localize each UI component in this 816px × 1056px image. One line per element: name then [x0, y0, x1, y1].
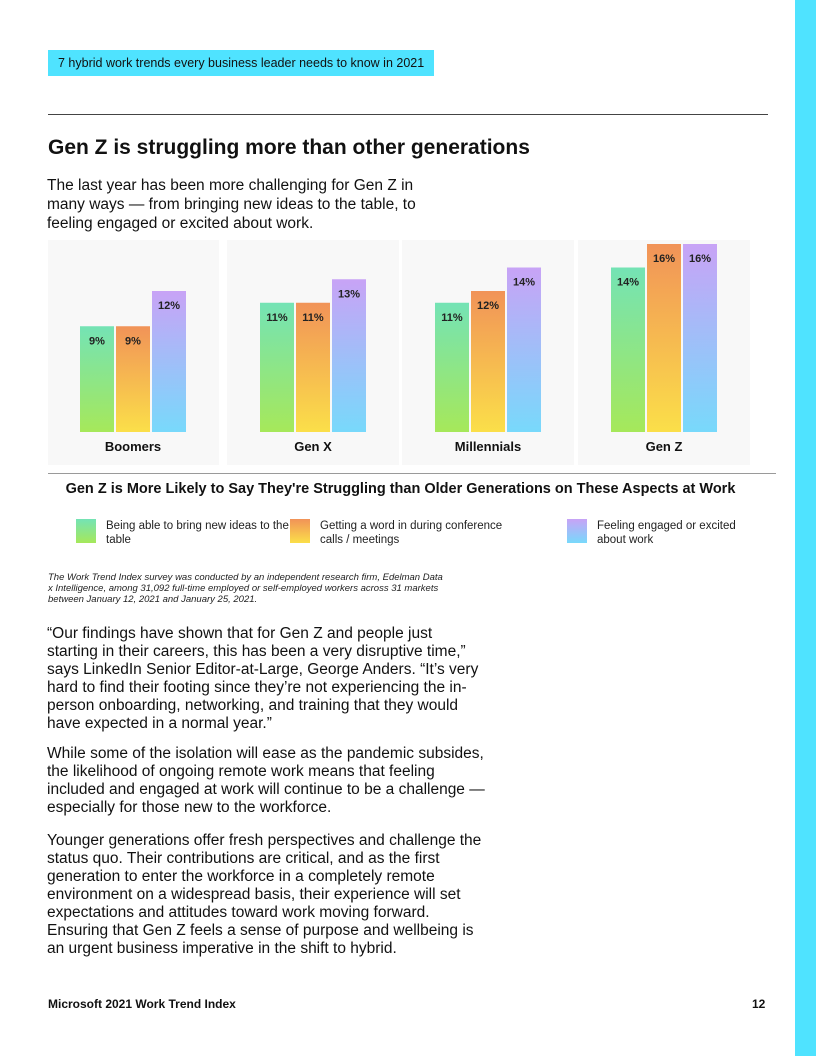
body-paragraph-isolation: While some of the isolation will ease as…	[47, 745, 485, 816]
bar-gen-x-series-3	[332, 279, 366, 432]
bar-boomers-series-1	[80, 326, 114, 432]
bar-millennials-series-1	[435, 302, 469, 432]
bar-data-label: 14%	[513, 277, 535, 289]
page-number: 12	[752, 997, 766, 1011]
category-label: Gen Z	[646, 439, 683, 454]
bar-gen-z-series-2	[647, 244, 681, 432]
generation-struggle-bar-chart: 9% 9% 12% Boomers 11% 11% 13% Gen X 11% 12% 14% Mil…	[48, 240, 750, 465]
section-intro: The last year has been more challenging …	[47, 177, 416, 232]
bar-data-label: 9%	[125, 335, 141, 347]
legend-swatch-orange	[290, 519, 310, 543]
bar-data-label: 11%	[441, 312, 463, 324]
legend-item-engaged: Feeling engaged or excited about work	[567, 519, 747, 547]
bar-gen-x-series-1	[260, 302, 294, 432]
legend-label: Being able to bring new ideas to the tab…	[106, 520, 289, 546]
side-accent-stripe	[795, 0, 816, 1056]
bar-data-label: 11%	[266, 312, 288, 324]
body-paragraph-quote: “Our findings have shown that for Gen Z …	[47, 625, 479, 732]
bar-data-label: 16%	[653, 253, 675, 265]
bar-data-label: 14%	[617, 277, 639, 289]
chart-title: Gen Z is More Likely to Say They're Stru…	[65, 481, 736, 497]
bar-data-label: 12%	[477, 300, 499, 312]
report-header-tag: 7 hybrid work trends every business lead…	[48, 50, 435, 76]
bar-data-label: 11%	[302, 312, 324, 324]
legend-label: Feeling engaged or excited about work	[597, 520, 736, 546]
legend-swatch-purple	[567, 519, 587, 543]
bar-boomers-series-3	[152, 291, 186, 432]
bar-gen-z-series-3	[683, 244, 717, 432]
bar-millennials-series-2	[471, 291, 505, 432]
legend-label: Getting a word in during conference call…	[320, 520, 503, 546]
survey-footnote: The Work Trend Index survey was conducte…	[48, 572, 443, 605]
header-divider	[48, 114, 768, 115]
bar-data-label: 13%	[338, 288, 360, 300]
legend-swatch-green	[76, 519, 96, 543]
category-label: Millennials	[455, 439, 521, 454]
bar-data-label: 12%	[158, 300, 180, 312]
bar-data-label: 16%	[689, 253, 711, 265]
category-label: Boomers	[105, 439, 161, 454]
legend-item-new-ideas: Being able to bring new ideas to the tab…	[76, 519, 301, 547]
bar-gen-z-series-1	[611, 267, 645, 432]
section-title: Gen Z is struggling more than other gene…	[48, 136, 530, 159]
bar-data-label: 9%	[89, 335, 105, 347]
chart-divider	[48, 473, 776, 474]
bar-gen-x-series-2	[296, 302, 330, 432]
footer-report-title: Microsoft 2021 Work Trend Index	[48, 997, 236, 1011]
legend-item-conference-calls: Getting a word in during conference call…	[290, 519, 515, 547]
category-label: Gen X	[294, 439, 332, 454]
bar-boomers-series-2	[116, 326, 150, 432]
body-paragraph-younger-generations: Younger generations offer fresh perspect…	[47, 832, 482, 957]
bar-millennials-series-3	[507, 267, 541, 432]
